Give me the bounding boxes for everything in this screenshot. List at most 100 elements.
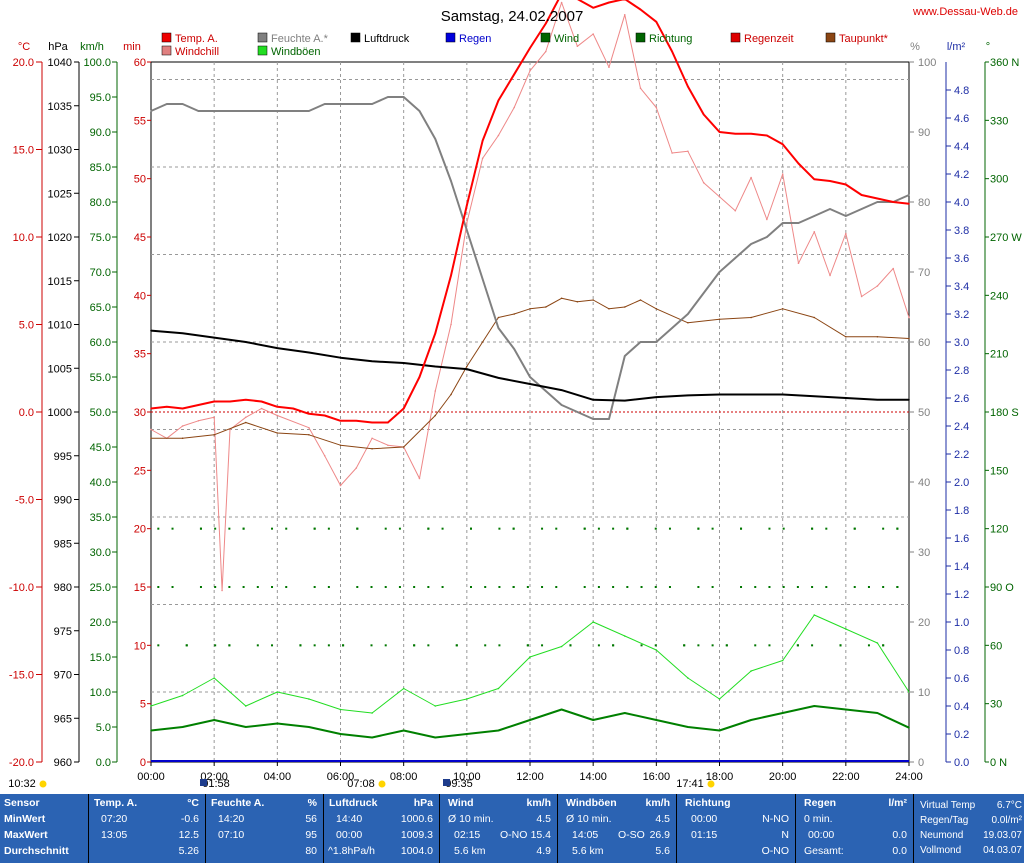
direction-dot [612, 586, 615, 588]
direction-tick-label: 60 [990, 640, 1002, 652]
series-point [481, 278, 484, 280]
series-point [213, 719, 215, 721]
temp-tick-label: 10.0 [13, 232, 34, 244]
legend-label: Luftdruck [364, 33, 410, 45]
windboeen-row1-value: 4.5 [655, 813, 670, 825]
direction-dot [740, 527, 743, 530]
series-point [339, 733, 342, 735]
series-point [308, 433, 310, 436]
series-point [671, 152, 673, 154]
series-point [845, 215, 847, 217]
series-point [560, 389, 563, 391]
site-link: www.Dessau-Web.de [912, 6, 1018, 18]
pressure-tick-label: 1035 [48, 101, 72, 113]
direction-dot [313, 527, 316, 530]
series-point [623, 399, 626, 402]
direction-dot [398, 527, 401, 530]
series-point [623, 13, 626, 16]
direction-dot [725, 644, 728, 647]
direction-dot [839, 644, 842, 647]
series-point [466, 204, 468, 207]
sensor-row-min: MinWert [4, 813, 46, 825]
direction-dot [285, 586, 288, 588]
series-point [687, 321, 689, 324]
direction-dot [214, 586, 217, 588]
series-point [908, 194, 910, 196]
direction-dot [171, 586, 174, 588]
series-point [181, 726, 184, 728]
direction-tick-label: 210 [990, 349, 1008, 361]
direction-dot [683, 644, 686, 647]
regen-row2-value: 0.0 [892, 829, 907, 841]
series-point [513, 73, 516, 76]
direction-dot [342, 644, 345, 647]
legend-swatch [161, 45, 172, 56]
luftdruck-trend: ^1.8hPa/h [328, 845, 375, 857]
direction-dot [441, 527, 444, 530]
direction-dot [441, 586, 444, 588]
x-tick-label: 06:00 [327, 771, 355, 783]
direction-dot [271, 644, 274, 647]
series-point [181, 332, 184, 335]
wind-tick-label: 35.0 [90, 512, 111, 524]
series-point [355, 467, 358, 469]
series-point [181, 407, 184, 410]
marker-label: 09:35 [445, 778, 473, 790]
series-point [592, 418, 594, 420]
weather-chart: 20.015.010.05.00.0-5.0-10.0-15.0-20.0104… [8, 0, 1022, 790]
x-tick-label: 24:00 [895, 771, 923, 783]
series-point [308, 351, 310, 354]
direction-dot [228, 644, 231, 647]
series-point [150, 705, 152, 707]
direction-dot [413, 644, 416, 647]
series-point [845, 183, 847, 186]
feuchte-max-time: 07:10 [218, 829, 245, 841]
wind-tick-label: 80.0 [90, 197, 111, 209]
series-point [623, 355, 626, 357]
series-point [181, 437, 184, 440]
legend-label: Windböen [271, 46, 321, 58]
legend-label: Richtung [649, 33, 692, 45]
series-point [750, 719, 752, 721]
direction-dot [484, 586, 487, 588]
direction-dot [427, 527, 430, 530]
richtung-row2-time: 01:15 [691, 829, 718, 841]
series-point [671, 50, 673, 53]
direction-dot [541, 527, 544, 530]
regen-total-value: 0.0 [892, 845, 907, 857]
rain-tick-label: 2.6 [954, 393, 969, 405]
wind-tick-label: 20.0 [90, 617, 111, 629]
series-point [434, 365, 437, 368]
series-point [702, 181, 705, 184]
series-point [529, 383, 531, 385]
series-point [687, 85, 689, 88]
series-point [418, 376, 421, 378]
direction-dot [157, 586, 160, 588]
wind-tick-label: 25.0 [90, 582, 111, 594]
series-point [308, 426, 310, 429]
series-point [908, 726, 910, 729]
direction-dot [242, 527, 245, 530]
direction-dot [541, 644, 544, 647]
series-point [560, 404, 563, 406]
axis-unit-direction: ° [986, 41, 990, 53]
direction-dot [626, 586, 629, 588]
direction-dot [157, 644, 160, 647]
direction-dot [271, 527, 274, 530]
wind-tick-label: 45.0 [90, 442, 111, 454]
direction-dot [640, 644, 643, 647]
wind-row1-label: Ø 10 min. [448, 813, 494, 825]
temp-min-time: 07:20 [101, 813, 128, 825]
series-point [639, 8, 642, 11]
humidity-tick-label: 50 [918, 407, 930, 419]
series-point [371, 736, 373, 739]
x-tick-label: 16:00 [643, 771, 671, 783]
extra-fullmoon-label: Vollmond [920, 845, 962, 856]
richtung-row1-time: 00:00 [691, 813, 718, 825]
direction-dot [583, 586, 586, 588]
min-tick-label: 60 [134, 57, 146, 69]
col-extra: Virtual Temp 6.7°C Regen/Tag 0.0l/m² Neumo… [914, 794, 1024, 863]
series-point [434, 138, 437, 140]
series-point [497, 134, 500, 137]
series-point [623, 306, 626, 308]
